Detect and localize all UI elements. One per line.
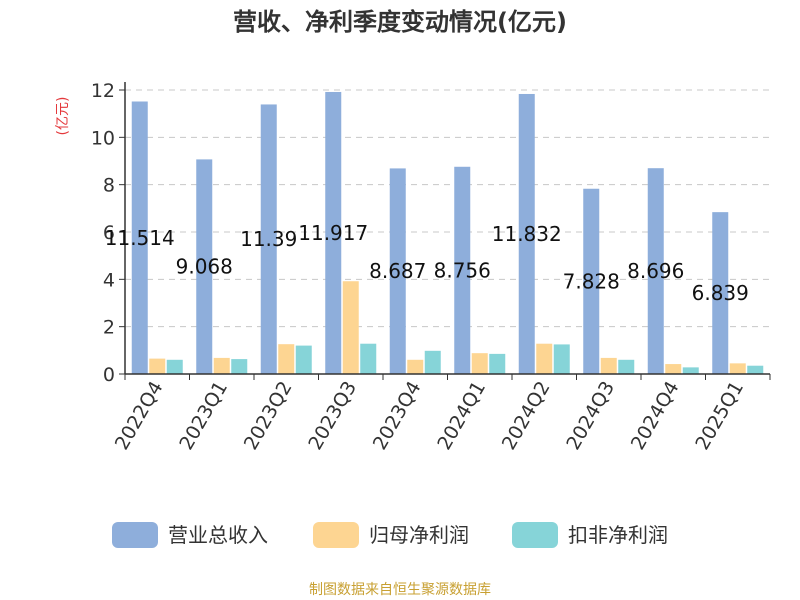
y-tick-label-4: 8 — [103, 175, 115, 197]
bar-s2-2024Q4 — [682, 367, 699, 374]
legend-label-1: 归母净利润 — [369, 523, 469, 547]
legend-label-0: 营业总收入 — [168, 523, 268, 547]
x-tick-label-2024Q4: 2024Q4 — [627, 378, 684, 454]
x-tick-label-2023Q2: 2023Q2 — [240, 378, 297, 454]
legend: 营业总收入 归母净利润 扣非净利润 — [112, 522, 668, 548]
data-label-2023Q2: 11.39 — [240, 227, 297, 251]
x-tick-label-2024Q2: 2024Q2 — [498, 378, 555, 454]
bar-s2-2023Q2 — [295, 345, 312, 374]
legend-swatch-0 — [112, 522, 158, 548]
bar-s0-2024Q2 — [518, 93, 535, 374]
data-label-2023Q1: 9.068 — [176, 255, 233, 279]
bar-s1-2023Q2 — [278, 344, 295, 374]
data-label-2023Q3: 11.917 — [298, 221, 368, 245]
bar-s1-2023Q1 — [213, 357, 230, 374]
bar-s0-2024Q3 — [583, 188, 600, 374]
bar-s1-2024Q4 — [665, 364, 682, 374]
bar-s0-2023Q1 — [196, 159, 213, 374]
bar-s1-2025Q1 — [729, 363, 746, 374]
bar-s0-2024Q1 — [454, 166, 471, 374]
y-tick-label-1: 2 — [103, 317, 115, 339]
x-tick-label-2025Q1: 2025Q1 — [691, 378, 748, 454]
x-tick-label-2024Q1: 2024Q1 — [433, 378, 490, 454]
y-tick-label-0: 0 — [103, 364, 115, 386]
data-label-2023Q4: 8.687 — [369, 259, 426, 283]
bar-s0-2023Q3 — [325, 91, 342, 375]
data-label-2024Q1: 8.756 — [434, 258, 491, 282]
data-label-2024Q4: 8.696 — [627, 259, 684, 283]
x-tick-label-2023Q3: 2023Q3 — [304, 378, 361, 454]
data-label-2025Q1: 6.839 — [692, 281, 749, 305]
legend-label-2: 扣非净利润 — [568, 523, 668, 547]
data-label-2024Q2: 11.832 — [492, 222, 562, 246]
x-tick-label-2023Q4: 2023Q4 — [369, 378, 426, 454]
bar-s0-2022Q4 — [131, 101, 148, 374]
x-tick-label-2023Q1: 2023Q1 — [175, 378, 232, 454]
bar-s0-2024Q4 — [647, 168, 664, 374]
y-tick-label-3: 6 — [103, 222, 115, 244]
bar-s1-2023Q3 — [342, 281, 359, 374]
data-label-2022Q4: 11.514 — [105, 226, 175, 250]
bar-s1-2024Q3 — [600, 357, 617, 374]
x-tick-label-2024Q3: 2024Q3 — [562, 378, 619, 454]
y-tick-label-5: 10 — [91, 127, 115, 149]
bar-s2-2022Q4 — [166, 359, 183, 374]
bar-s1-2024Q1 — [471, 353, 488, 374]
bar-s0-2023Q4 — [389, 168, 406, 374]
bar-s1-2024Q2 — [536, 343, 553, 374]
bar-s2-2024Q3 — [618, 359, 635, 374]
bars-layer — [131, 91, 764, 375]
bar-s1-2023Q4 — [407, 359, 424, 374]
bar-s2-2023Q3 — [360, 343, 377, 374]
legend-swatch-2 — [512, 522, 558, 548]
bar-s0-2025Q1 — [712, 212, 729, 374]
bar-s2-2025Q1 — [747, 365, 764, 374]
y-axis-label: (亿元) — [55, 97, 71, 136]
chart-title: 营收、净利季度变动情况(亿元) — [233, 8, 567, 36]
grid-layer — [125, 89, 770, 328]
y-tick-label-6: 12 — [91, 80, 115, 102]
source-note: 制图数据来自恒生聚源数据库 — [309, 582, 491, 598]
legend-swatch-1 — [313, 522, 359, 548]
bar-s0-2023Q2 — [260, 104, 277, 374]
y-tick-label-2: 4 — [103, 269, 115, 291]
bar-s2-2023Q1 — [231, 359, 248, 374]
bar-s1-2022Q4 — [149, 358, 166, 374]
data-label-2024Q3: 7.828 — [563, 269, 620, 293]
bar-s2-2024Q1 — [489, 353, 506, 374]
x-tick-label-2022Q4: 2022Q4 — [111, 378, 168, 454]
bar-s2-2023Q4 — [424, 350, 441, 374]
bar-s2-2024Q2 — [553, 344, 570, 374]
